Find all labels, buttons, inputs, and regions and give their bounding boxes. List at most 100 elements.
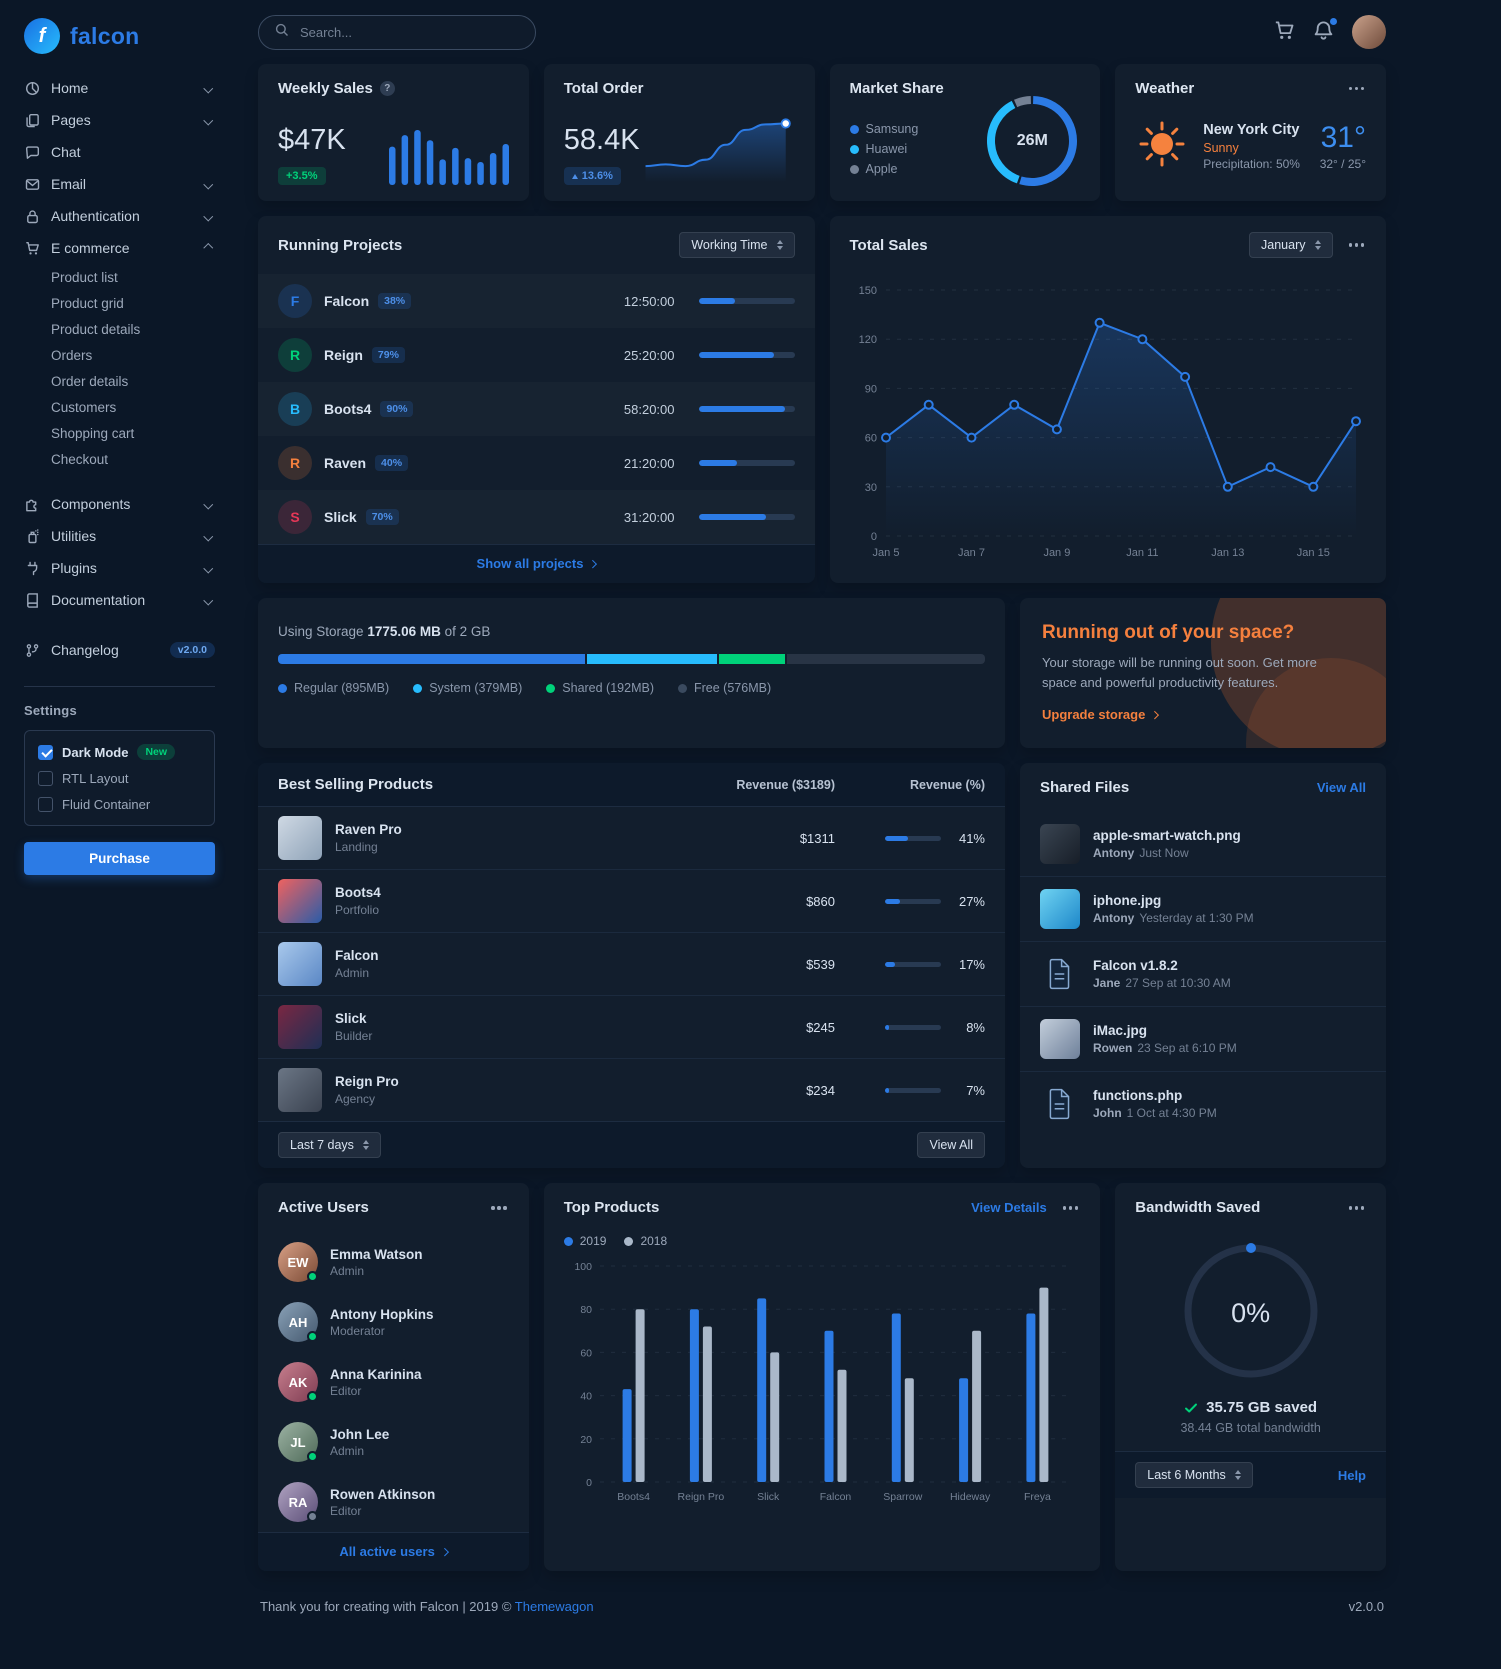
user-name[interactable]: Rowen Atkinson xyxy=(330,1486,436,1502)
legend-item-2019[interactable]: 2019 xyxy=(563,1234,606,1248)
more-icon[interactable] xyxy=(1347,239,1367,251)
view-details-link[interactable]: View Details xyxy=(971,1200,1047,1216)
sidebar-item-authentication[interactable]: Authentication xyxy=(24,200,215,232)
sidebar-item-email[interactable]: Email xyxy=(24,168,215,200)
checkbox[interactable] xyxy=(38,771,53,786)
user-row[interactable]: AK Anna Karinina Editor xyxy=(258,1352,529,1412)
help-icon[interactable]: ? xyxy=(379,81,395,96)
sidebar-subitem-order-details[interactable]: Order details xyxy=(51,373,129,389)
product-type[interactable]: Portfolio xyxy=(335,903,380,918)
project-row[interactable]: B Boots4 90% 58:20:00 xyxy=(258,382,815,436)
more-icon[interactable] xyxy=(489,1202,509,1214)
brand[interactable]: f falcon xyxy=(24,14,215,72)
sidebar-item-e-commerce[interactable]: E commerce xyxy=(24,232,215,264)
svg-text:Jan 5: Jan 5 xyxy=(872,547,899,559)
product-name[interactable]: Slick xyxy=(335,1011,367,1027)
file-row[interactable]: functions.php John 1 Oct at 4:30 PM xyxy=(1020,1071,1386,1136)
svg-text:Hideway: Hideway xyxy=(949,1491,990,1503)
sidebar-subitem-product-details[interactable]: Product details xyxy=(51,321,141,337)
sidebar-item-home[interactable]: Home xyxy=(24,72,215,104)
table-row[interactable]: Raven Pro Landing $1311 41% xyxy=(258,807,1005,869)
project-row[interactable]: R Raven 40% 21:20:00 xyxy=(258,436,815,490)
search-input[interactable] xyxy=(298,23,519,41)
table-row[interactable]: Boots4 Portfolio $860 27% xyxy=(258,869,1005,932)
more-icon[interactable] xyxy=(1347,1202,1367,1214)
month-select[interactable]: January xyxy=(1249,232,1333,258)
user-name[interactable]: John Lee xyxy=(330,1426,390,1442)
product-name[interactable]: Boots4 xyxy=(335,885,381,901)
date-range-select[interactable]: Last 7 days xyxy=(278,1132,381,1159)
product-type[interactable]: Builder xyxy=(335,1029,373,1044)
user-row[interactable]: RA Rowen Atkinson Editor xyxy=(258,1472,529,1532)
sidebar-item-documentation[interactable]: Documentation xyxy=(24,584,215,616)
product-name[interactable]: Reign Pro xyxy=(335,1074,399,1090)
file-name[interactable]: iMac.jpg xyxy=(1093,1023,1148,1039)
user-row[interactable]: JL John Lee Admin xyxy=(258,1412,529,1472)
sidebar-subitem-orders[interactable]: Orders xyxy=(51,347,93,363)
chat-icon xyxy=(24,144,40,160)
sidebar-item-components[interactable]: Components xyxy=(24,488,215,520)
svg-text:60: 60 xyxy=(865,433,877,445)
upgrade-storage-link[interactable]: Upgrade storage xyxy=(1042,707,1159,722)
sidebar-item-utilities[interactable]: Utilities xyxy=(24,520,215,552)
more-icon[interactable] xyxy=(1347,83,1367,95)
legend-dot xyxy=(678,683,687,693)
footer-link[interactable]: Themewagon xyxy=(514,1599,594,1615)
project-row[interactable]: S Slick 70% 31:20:00 xyxy=(258,490,815,544)
help-link[interactable]: Help xyxy=(1337,1467,1366,1483)
cart-button[interactable] xyxy=(1270,16,1299,48)
search-box[interactable] xyxy=(258,14,536,50)
file-row[interactable]: iMac.jpg Rowen 23 Sep at 6:10 PM xyxy=(1020,1006,1386,1071)
table-row[interactable]: Falcon Admin $539 17% xyxy=(258,932,1005,995)
file-row[interactable]: Falcon v1.8.2 Jane 27 Sep at 10:30 AM xyxy=(1020,941,1386,1006)
user-name[interactable]: Emma Watson xyxy=(330,1246,423,1262)
view-all-button[interactable]: View All xyxy=(917,1132,985,1159)
file-name[interactable]: Falcon v1.8.2 xyxy=(1093,958,1178,974)
purchase-button[interactable]: Purchase xyxy=(24,842,215,875)
more-icon[interactable] xyxy=(1061,1202,1081,1214)
project-row[interactable]: R Reign 79% 25:20:00 xyxy=(258,328,815,382)
checkbox[interactable] xyxy=(38,744,53,760)
months-select[interactable]: Last 6 Months xyxy=(1135,1462,1253,1489)
user-row[interactable]: AH Antony Hopkins Moderator xyxy=(258,1292,529,1352)
project-row[interactable]: F Falcon 38% 12:50:00 xyxy=(258,274,815,328)
setting-fluid-container[interactable]: Fluid Container xyxy=(38,797,201,812)
sidebar-subitem-shopping-cart[interactable]: Shopping cart xyxy=(51,425,135,441)
sidebar-item-pages[interactable]: Pages xyxy=(24,104,215,136)
file-name[interactable]: functions.php xyxy=(1093,1088,1183,1104)
setting-dark-mode[interactable]: Dark Mode New xyxy=(38,744,201,760)
product-type[interactable]: Admin xyxy=(335,966,370,981)
table-row[interactable]: Slick Builder $245 8% xyxy=(258,995,1005,1058)
show-all-projects-link[interactable]: Show all projects xyxy=(477,556,598,571)
setting-rtl-layout[interactable]: RTL Layout xyxy=(38,771,201,786)
market-share-legend: Samsung Huawei Apple xyxy=(849,122,918,176)
svg-text:Slick: Slick xyxy=(757,1491,780,1503)
product-type[interactable]: Landing xyxy=(335,840,378,855)
product-name[interactable]: Raven Pro xyxy=(335,822,402,838)
sidebar-subitem-product-list[interactable]: Product list xyxy=(51,269,118,285)
user-row[interactable]: EW Emma Watson Admin xyxy=(258,1232,529,1292)
sidebar-subitem-product-grid[interactable]: Product grid xyxy=(51,295,124,311)
sidebar-item-chat[interactable]: Chat xyxy=(24,136,215,168)
user-name[interactable]: Antony Hopkins xyxy=(330,1306,434,1322)
product-name[interactable]: Falcon xyxy=(335,948,379,964)
revenue-percent: 8% xyxy=(966,1019,985,1035)
sidebar-item-plugins[interactable]: Plugins xyxy=(24,552,215,584)
sidebar-subitem-customers[interactable]: Customers xyxy=(51,399,117,415)
sidebar-item-changelog[interactable]: Changelog v2.0.0 xyxy=(24,634,215,666)
user-name[interactable]: Anna Karinina xyxy=(330,1366,422,1382)
file-row[interactable]: apple-smart-watch.png Antony Just Now xyxy=(1020,812,1386,876)
file-row[interactable]: iphone.jpg Antony Yesterday at 1:30 PM xyxy=(1020,876,1386,941)
all-active-users-link[interactable]: All active users xyxy=(339,1544,449,1559)
view-all-files-link[interactable]: View All xyxy=(1316,780,1366,796)
sidebar-subitem-checkout[interactable]: Checkout xyxy=(51,451,109,467)
product-type[interactable]: Agency xyxy=(335,1092,376,1107)
user-avatar[interactable] xyxy=(1352,15,1386,49)
working-time-select[interactable]: Working Time xyxy=(679,232,795,258)
file-name[interactable]: iphone.jpg xyxy=(1093,893,1162,909)
notifications-button[interactable] xyxy=(1309,16,1338,48)
table-row[interactable]: Reign Pro Agency $234 7% xyxy=(258,1058,1005,1121)
checkbox[interactable] xyxy=(38,797,53,812)
file-name[interactable]: apple-smart-watch.png xyxy=(1093,828,1241,844)
legend-item-2018[interactable]: 2018 xyxy=(624,1234,667,1248)
